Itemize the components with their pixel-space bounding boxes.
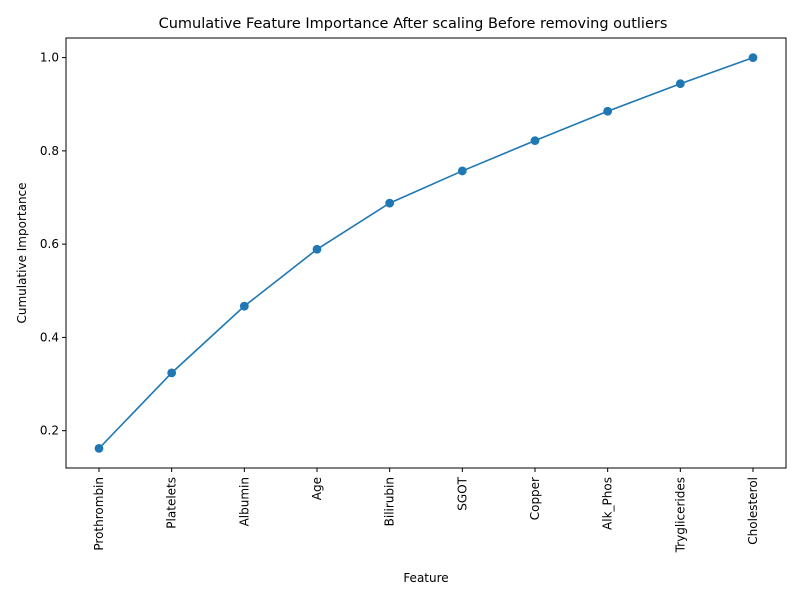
chart-title: Cumulative Feature Importance After scal… bbox=[159, 16, 668, 32]
x-tick-label: SGOT bbox=[455, 476, 469, 510]
x-tick-label: Cholesterol bbox=[746, 477, 760, 545]
data-point-bilirubin bbox=[385, 198, 395, 208]
x-tick-label: Age bbox=[310, 477, 324, 500]
x-tick-label: Copper bbox=[528, 477, 542, 520]
y-tick-label: 0.4 bbox=[40, 330, 59, 344]
x-tick-label: Prothrombin bbox=[92, 477, 106, 551]
y-tick-label: 0.2 bbox=[40, 424, 59, 438]
plot-area bbox=[65, 37, 787, 469]
y-axis-label: Cumulative Importance bbox=[15, 182, 29, 323]
x-tick-label: Alk_Phos bbox=[601, 477, 615, 530]
data-point-alk-phos bbox=[603, 106, 613, 116]
y-tick-label: 0.8 bbox=[40, 144, 59, 158]
data-point-tryglicerides bbox=[675, 79, 685, 89]
data-point-platelets bbox=[167, 368, 177, 378]
x-tick-label: Albumin bbox=[237, 477, 251, 526]
x-axis-label: Feature bbox=[403, 571, 448, 585]
data-point-prothrombin bbox=[94, 444, 104, 453]
series-layer bbox=[94, 53, 758, 453]
x-tick-label: Platelets bbox=[165, 477, 179, 529]
y-tick-label: 0.6 bbox=[40, 237, 59, 251]
y-axis-ticks: 0.2 0.4 0.6 0.8 1.0 bbox=[40, 51, 66, 438]
axes-frame bbox=[65, 37, 787, 469]
x-axis-ticks: Prothrombin Platelets Albumin Age Bilirubin S… bbox=[92, 468, 760, 553]
x-tick-label: Bilirubin bbox=[383, 477, 397, 526]
data-point-age bbox=[312, 244, 322, 254]
data-point-copper bbox=[530, 136, 540, 146]
data-point-cholesterol bbox=[748, 53, 758, 62]
y-tick-label: 1.0 bbox=[40, 51, 59, 65]
x-tick-label: Tryglicerides bbox=[673, 477, 687, 553]
series-line bbox=[98, 56, 754, 449]
data-point-albumin bbox=[239, 301, 249, 311]
data-point-sgot bbox=[457, 166, 467, 176]
